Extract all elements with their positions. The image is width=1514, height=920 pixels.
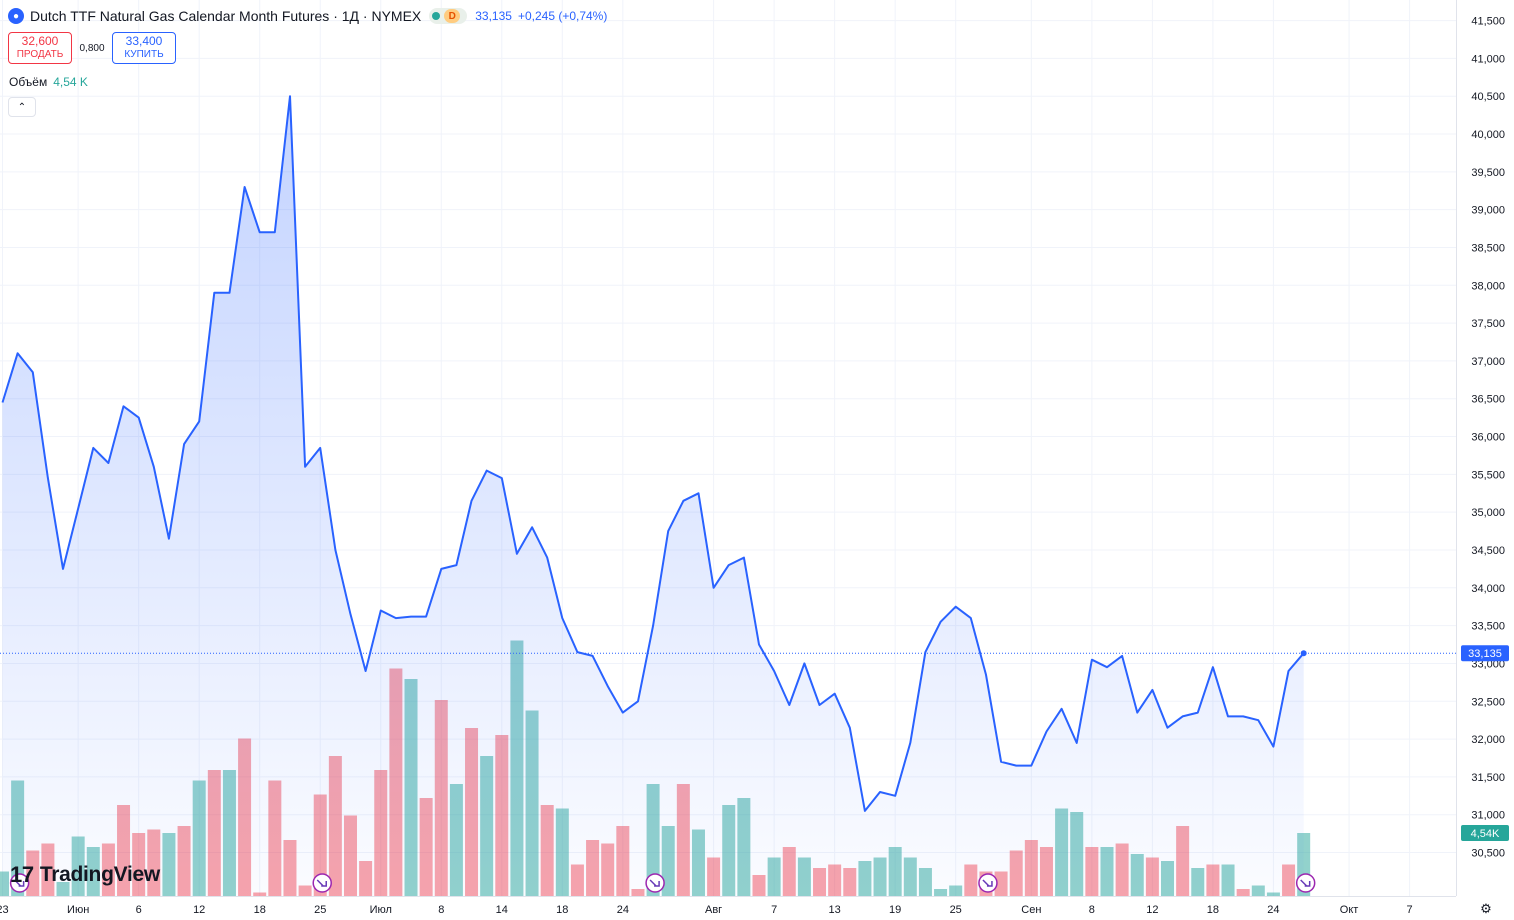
sell-button[interactable]: 32,600 ПРОДАТЬ — [8, 32, 72, 64]
time-tick-label: Июн — [67, 904, 89, 916]
price-tick-label: 30,500 — [1471, 848, 1505, 860]
marker-circle — [312, 873, 332, 893]
sell-label: ПРОДАТЬ — [16, 49, 64, 60]
buy-button[interactable]: 33,400 КУПИТЬ — [112, 32, 176, 64]
tradingview-mark-icon: 17 — [10, 862, 34, 887]
price-change: +0,245 (+0,74%) — [517, 9, 608, 23]
marker-arrow — [1300, 879, 1311, 887]
last-price-badge: 33,135 — [1461, 645, 1509, 662]
chart-header: ● Dutch TTF Natural Gas Calendar Month F… — [8, 6, 607, 26]
price-area — [2, 96, 1304, 896]
time-tick-label: Окт — [1340, 904, 1359, 916]
buy-label: КУПИТЬ — [124, 49, 164, 60]
time-tick-label: 25 — [314, 904, 326, 916]
time-tick-label: 12 — [1146, 904, 1158, 916]
marker-circle — [645, 873, 665, 893]
time-tick-label: 24 — [1267, 904, 1279, 916]
time-tick-label: Июл — [370, 904, 392, 916]
time-tick-label: 13 — [829, 904, 841, 916]
volume-badge-text: 4,54K — [1471, 828, 1500, 840]
time-tick-label: Сен — [1021, 904, 1041, 916]
symbol-logo-icon: ● — [8, 8, 24, 24]
price-tick-label: 36,000 — [1471, 432, 1505, 444]
symbol-title[interactable]: Dutch TTF Natural Gas Calendar Month Fut… — [30, 8, 422, 24]
price-tick-label: 37,000 — [1471, 356, 1505, 368]
price-tick-label: 31,000 — [1471, 810, 1505, 822]
buy-price: 33,400 — [125, 34, 163, 48]
sell-price: 32,600 — [21, 34, 59, 48]
time-tick-label: 18 — [1207, 904, 1219, 916]
price-tick-label: 35,000 — [1471, 507, 1505, 519]
last-price-badge-bg — [1461, 645, 1509, 662]
time-tick-label: 18 — [556, 904, 568, 916]
forward-arrow-circle-icon — [1295, 873, 1316, 893]
price-tick-label: 39,500 — [1471, 167, 1505, 179]
price-tick-label: 33,500 — [1471, 621, 1505, 633]
price-tick-label: 41,000 — [1471, 53, 1505, 65]
time-tick-label: 23 — [0, 904, 9, 916]
time-tick-label: 25 — [950, 904, 962, 916]
forward-arrow-circle-icon — [9, 873, 30, 893]
time-tick-label: 8 — [438, 904, 444, 916]
market-open-dot-icon — [432, 12, 441, 20]
last-price: 33,135 — [475, 9, 512, 23]
marker-circle — [978, 873, 998, 893]
price-tick-label: 35,500 — [1471, 469, 1505, 481]
price-tick-label: 33,000 — [1471, 658, 1505, 670]
price-tick-label: 37,500 — [1471, 318, 1505, 330]
time-axis: 23 Июн 6 12 18 25 Июл 8 14 18 24 Авг 7 13 19 25 Сен 8 12 18… — [0, 904, 1413, 916]
chevron-up-icon: ⌃ — [17, 101, 27, 113]
time-tick-label: 19 — [889, 904, 901, 916]
price-tick-label: 34,000 — [1471, 583, 1505, 595]
forward-arrow-circle-icon — [645, 873, 665, 893]
tradingview-logo[interactable]: 17 TradingView — [10, 862, 160, 888]
forward-arrow-circle-icon — [978, 873, 998, 893]
price-tick-label: 34,500 — [1471, 545, 1505, 557]
volume-value: 4,54 K — [53, 75, 88, 89]
time-tick-label: 14 — [496, 904, 508, 916]
volume-badge-bg — [1461, 825, 1509, 841]
price-tick-label: 40,000 — [1471, 129, 1505, 141]
price-tick-label: 32,500 — [1471, 696, 1505, 708]
last-price-badge-text: 33,135 — [1468, 648, 1502, 660]
market-status-pill[interactable]: D — [429, 8, 468, 24]
marker-arrow — [14, 879, 25, 887]
marker-arrow — [982, 879, 993, 887]
marker-arrow — [649, 879, 660, 887]
time-tick-label: 7 — [1407, 904, 1413, 916]
tradingview-wordmark: TradingView — [39, 863, 160, 886]
gear-icon[interactable]: ⚙ — [1480, 901, 1492, 916]
last-price-dot — [1300, 650, 1307, 657]
marker-circle — [1295, 873, 1316, 893]
volume-legend[interactable]: Объём 4,54 K — [9, 75, 88, 89]
price-tick-label: 36,500 — [1471, 394, 1505, 406]
price-line — [1, 95, 1305, 812]
price-tick-label: 32,000 — [1471, 734, 1505, 746]
time-tick-label: 7 — [771, 904, 777, 916]
time-tick-label: 24 — [617, 904, 629, 916]
price-tick-label: 38,000 — [1471, 280, 1505, 292]
marker-circle — [9, 873, 30, 893]
price-tick-label: 31,500 — [1471, 772, 1505, 784]
price-tick-label: 39,000 — [1471, 205, 1505, 217]
marker-arrow — [316, 879, 327, 887]
volume-label: Объём — [9, 75, 48, 89]
price-tick-label: 40,500 — [1471, 91, 1505, 103]
price-tick-label: 41,500 — [1471, 16, 1505, 28]
spread-value: 0,800 — [79, 42, 105, 54]
forward-arrow-circle-icon — [312, 873, 332, 893]
time-tick-label: Авг — [705, 904, 722, 916]
trade-panel: 32,600 ПРОДАТЬ 0,800 33,400 КУПИТЬ — [8, 32, 176, 64]
time-tick-label: 8 — [1089, 904, 1095, 916]
time-tick-label: 6 — [136, 904, 142, 916]
price-axis: 30,500 31,000 31,500 32,000 32,500 33,000 33,5… — [1471, 16, 1505, 860]
delayed-flag: D — [444, 9, 461, 23]
time-tick-label: 12 — [193, 904, 205, 916]
collapse-legend-button[interactable]: ⌃ — [8, 97, 36, 117]
volume-badge: 4,54K — [1461, 825, 1509, 841]
time-tick-label: 18 — [254, 904, 266, 916]
price-tick-label: 38,500 — [1471, 242, 1505, 254]
